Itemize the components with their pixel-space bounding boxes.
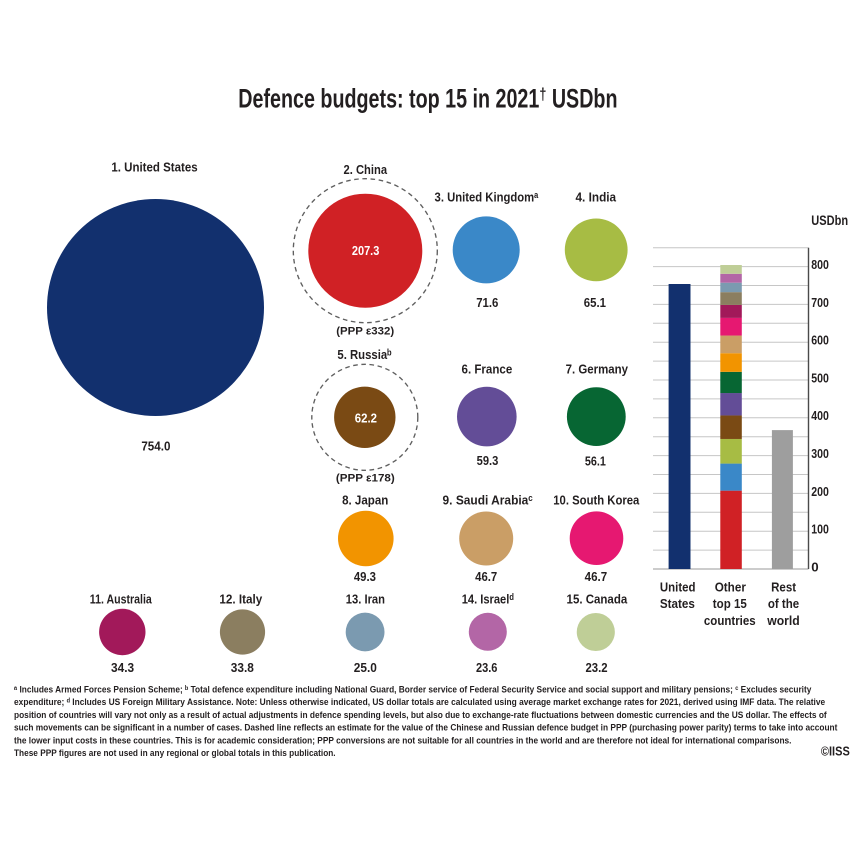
svg-text:12. Italy: 12. Italy <box>219 592 262 607</box>
svg-text:65.1: 65.1 <box>584 295 607 310</box>
svg-text:0: 0 <box>811 559 818 574</box>
svg-text:These PPP figures are not used: These PPP figures are not used in any re… <box>14 748 336 758</box>
svg-text:34.3: 34.3 <box>111 660 134 675</box>
svg-text:23.6: 23.6 <box>476 660 497 675</box>
svg-text:of the: of the <box>768 596 799 611</box>
svg-text:71.6: 71.6 <box>476 295 498 310</box>
svg-text:200: 200 <box>811 484 829 499</box>
svg-text:(PPP ε178): (PPP ε178) <box>336 472 395 484</box>
svg-text:46.7: 46.7 <box>475 569 497 584</box>
svg-text:800: 800 <box>811 257 829 272</box>
svg-text:207.3: 207.3 <box>352 243 380 258</box>
svg-text:14. Israelᵈ: 14. Israelᵈ <box>462 592 514 607</box>
svg-text:2. China: 2. China <box>344 162 388 177</box>
svg-text:700: 700 <box>811 295 829 310</box>
svg-text:25.0: 25.0 <box>354 660 377 675</box>
svg-text:13. Iran: 13. Iran <box>346 592 385 607</box>
svg-text:23.2: 23.2 <box>585 660 607 675</box>
svg-text:33.8: 33.8 <box>231 660 254 675</box>
svg-text:Rest: Rest <box>771 579 796 594</box>
svg-text:6. France: 6. France <box>462 362 513 377</box>
svg-text:(PPP ε332): (PPP ε332) <box>336 326 394 338</box>
svg-text:62.2: 62.2 <box>355 410 377 425</box>
svg-text:States: States <box>660 596 695 611</box>
svg-text:©IISS: ©IISS <box>821 743 850 758</box>
svg-text:9. Saudi Arabiaᶜ: 9. Saudi Arabiaᶜ <box>443 492 533 507</box>
svg-text:Defence budgets: top 15 in 202: Defence budgets: top 15 in 2021† USDbn <box>238 83 617 113</box>
svg-text:754.0: 754.0 <box>141 438 170 453</box>
svg-text:3. United Kingdomᵃ: 3. United Kingdomᵃ <box>435 190 539 205</box>
svg-text:7. Germany: 7. Germany <box>566 362 629 377</box>
svg-text:1. United States: 1. United States <box>111 160 197 175</box>
svg-text:15. Canada: 15. Canada <box>567 592 628 607</box>
svg-text:100: 100 <box>811 522 829 537</box>
svg-text:4. India: 4. India <box>576 190 617 205</box>
svg-text:USDbn: USDbn <box>811 213 848 228</box>
svg-text:world: world <box>766 613 799 628</box>
svg-text:59.3: 59.3 <box>477 453 499 468</box>
svg-text:10. South Korea: 10. South Korea <box>553 492 640 507</box>
svg-text:8. Japan: 8. Japan <box>342 492 388 507</box>
svg-text:Other: Other <box>715 579 746 594</box>
svg-text:5. Russiaᵇ: 5. Russiaᵇ <box>337 347 391 362</box>
svg-text:ᵃ Includes Armed Forces Pensio: ᵃ Includes Armed Forces Pension Scheme; … <box>14 685 812 695</box>
svg-text:position of countries will var: position of countries will vary not only… <box>14 710 827 720</box>
svg-text:such movements can be signific: such movements can be significant in a n… <box>14 723 837 733</box>
svg-text:top 15: top 15 <box>713 596 748 611</box>
svg-text:countries: countries <box>704 613 756 628</box>
svg-text:the lower input costs in these: the lower input costs in these countries… <box>14 735 792 745</box>
svg-text:49.3: 49.3 <box>354 569 376 584</box>
svg-text:300: 300 <box>811 446 829 461</box>
svg-text:600: 600 <box>811 333 829 348</box>
svg-text:expenditure; ᵈ Includes US For: expenditure; ᵈ Includes US Foreign Milit… <box>14 697 825 707</box>
svg-text:United: United <box>660 579 696 594</box>
svg-text:500: 500 <box>811 370 829 385</box>
svg-text:46.7: 46.7 <box>585 569 608 584</box>
svg-text:11. Australia: 11. Australia <box>90 592 152 607</box>
svg-text:56.1: 56.1 <box>585 453 606 468</box>
svg-text:400: 400 <box>811 408 829 423</box>
